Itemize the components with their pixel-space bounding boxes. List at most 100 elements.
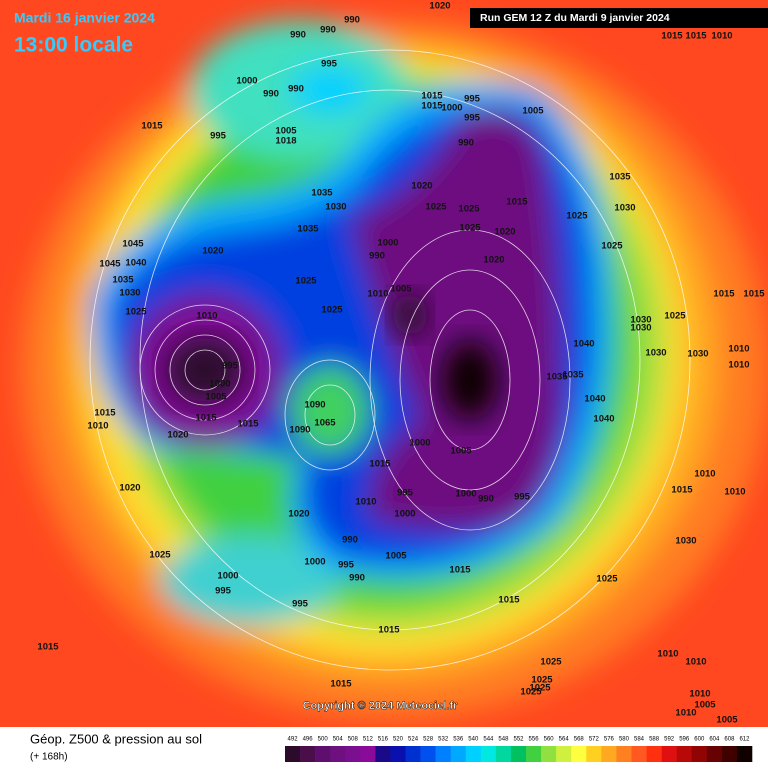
scale-label: 532 (438, 737, 449, 743)
scale-swatch (721, 746, 738, 762)
scale-swatch (526, 746, 542, 762)
scale-swatch (480, 746, 497, 762)
pressure-label: 1035 (297, 224, 319, 235)
pressure-label: 990 (288, 84, 304, 95)
pressure-label: 1030 (119, 288, 140, 299)
scale-label: 512 (363, 737, 374, 743)
scale-swatch (691, 746, 708, 762)
run-box (470, 8, 768, 28)
scale-swatch (706, 746, 723, 762)
scale-swatch (435, 746, 452, 762)
pressure-label: 1025 (540, 657, 562, 668)
scale-label: 540 (468, 737, 479, 743)
pressure-label: 1030 (325, 202, 346, 213)
scale-swatch (676, 746, 693, 762)
pressure-label: 1020 (494, 227, 515, 238)
pressure-label: 990 (458, 138, 474, 149)
pressure-label: 990 (263, 89, 279, 100)
pressure-label: 1025 (596, 574, 618, 585)
pressure-label: 995 (210, 131, 227, 142)
pressure-label: 990 (344, 15, 360, 26)
pressure-label: 1035 (112, 275, 134, 286)
scale-label: 524 (408, 737, 419, 743)
run: Run GEM 12 Z du Mardi 9 janvier 2024 (480, 12, 670, 24)
pressure-label: 1000 (409, 438, 430, 449)
pressure-label: 1010 (685, 657, 706, 668)
pressure-label: 1000 (377, 238, 398, 249)
scale-label: 544 (483, 737, 494, 743)
pressure-label: 1015 (498, 595, 520, 606)
pressure-label: 1010 (367, 289, 388, 300)
pressure-label: 1020 (202, 246, 223, 257)
pressure-label: 1005 (716, 715, 738, 726)
pressure-label: 1015 (369, 459, 391, 470)
pressure-label: 1025 (520, 687, 542, 698)
pressure-label: 990 (349, 573, 365, 584)
footer-lead: (+ 168h) (30, 752, 68, 763)
pressure-label: 1020 (119, 483, 140, 494)
pressure-label: 1010 (724, 487, 745, 498)
scale-swatch (556, 746, 572, 762)
pressure-label: 1000 (304, 557, 325, 568)
pressure-label: 1025 (125, 307, 147, 318)
isobars (89, 49, 691, 671)
pressure-label: 1000 (236, 76, 257, 87)
scale-swatch (616, 746, 632, 762)
pressure-label: 1010 (87, 421, 108, 432)
pressure-label: 1025 (295, 276, 317, 287)
date: Mardi 16 janvier 2024 (14, 10, 155, 26)
pressure-label: 1015 (685, 31, 707, 42)
scale-swatch (661, 746, 677, 762)
scale-label: 492 (288, 737, 299, 743)
pressure-label: 1015 (237, 419, 259, 430)
pressure-label: 1025 (321, 305, 343, 316)
pressure-label: 1030 (630, 323, 651, 334)
scale-swatch (736, 746, 753, 762)
pressure-label: 1010 (675, 708, 696, 719)
footer-title: Géop. Z500 & pression au sol (30, 731, 202, 746)
scale-swatch (405, 746, 421, 762)
scale-label: 536 (453, 737, 464, 743)
pressure-label: 1015 (378, 625, 400, 636)
scale-swatch (541, 746, 557, 762)
scale-label: 568 (574, 737, 585, 743)
pressure-label: 990 (478, 494, 494, 505)
pressure-label: 1005 (450, 446, 472, 457)
scale-label: 520 (393, 737, 404, 743)
pressure-label: 1025 (149, 550, 171, 561)
pressure-label: 1015 (671, 485, 693, 496)
pressure-label: 1000 (394, 509, 415, 520)
pressure-label: 1010 (711, 31, 732, 42)
pressure-label: 990 (320, 25, 336, 36)
scale-label: 592 (664, 737, 675, 743)
scale-label: 560 (544, 737, 555, 743)
pressure-label: 995 (514, 492, 531, 503)
pressure-label: 1025 (425, 202, 447, 213)
pressure-label: 1020 (483, 255, 504, 266)
pressure-label: 1015 (661, 31, 683, 42)
scale-swatch (631, 746, 647, 762)
scale-swatch (586, 746, 602, 762)
pressure-label: 1030 (645, 348, 666, 359)
pressure-label: 1025 (459, 223, 481, 234)
pressure-label: 1005 (385, 551, 407, 562)
pressure-label: 1035 (609, 172, 631, 183)
pressure-label: 1000 (441, 103, 462, 114)
pressure-label: 1000 (217, 571, 238, 582)
pressure-label: 1030 (675, 536, 696, 547)
pressure-label: 995 (464, 113, 481, 124)
scale-swatch (330, 746, 346, 762)
time: 13:00 locale (14, 34, 133, 57)
field (0, 0, 768, 727)
pressure-label: 1040 (125, 258, 146, 269)
pressure-label: 1010 (728, 344, 749, 355)
scale-label: 496 (303, 737, 314, 743)
pressure-label: 1018 (275, 136, 296, 147)
scale-label: 516 (378, 737, 389, 743)
scale-label: 500 (318, 737, 329, 743)
scale-swatch (646, 746, 662, 762)
pressure-label: 1035 (562, 370, 584, 381)
copyright: Copyright © 2024 Meteociel.fr (303, 700, 459, 712)
